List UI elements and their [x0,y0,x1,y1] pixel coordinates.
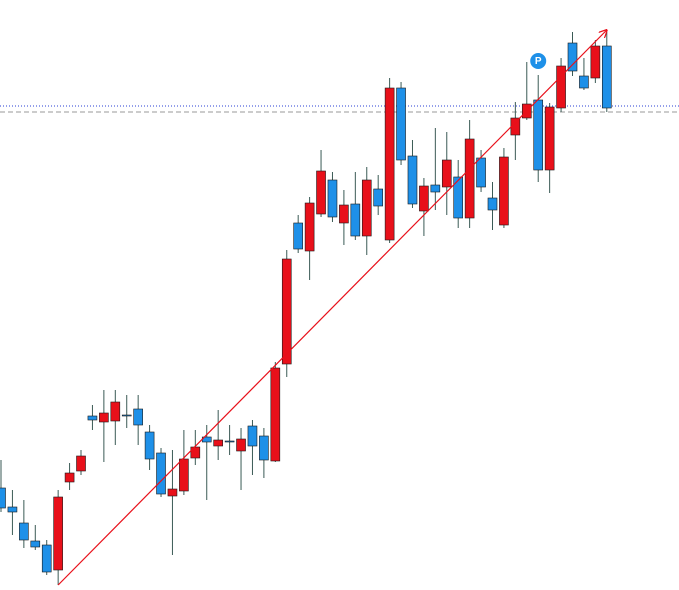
candle-body [99,412,109,423]
candle-body [30,540,41,548]
candle-body [476,157,486,188]
candle-body [247,425,258,447]
candle-body [556,65,566,109]
candle-body [499,156,509,226]
candle-body [121,414,132,417]
candle-body [396,87,406,161]
candle-body [304,202,315,252]
annotation-badge [530,53,547,69]
candle-body [419,185,429,212]
candle-body [133,408,143,426]
candle-body [144,431,155,460]
candle-body [464,138,475,219]
candle-body [76,455,86,472]
candle-body [361,179,372,237]
annotation-text: P [535,56,542,67]
candle-body [64,472,75,483]
candle-body [179,458,189,492]
trendline [57,30,607,586]
candle-body [373,188,383,207]
candle-body [544,106,555,171]
candle-body [7,506,18,513]
candle-body [316,170,326,215]
candle-body [224,440,235,443]
candle-body [590,45,601,79]
candle-body [430,184,441,193]
candle-body [156,452,166,495]
candle-body [259,435,269,461]
candle-body [87,415,98,421]
candle-body [533,99,544,171]
candle-body [567,42,578,72]
candle-body [579,75,589,89]
candle-body [0,487,6,509]
candle-body [53,496,63,571]
candle-body [236,438,246,452]
candle-body [384,87,395,241]
candle-body [487,197,498,211]
candle-body [293,222,303,250]
candle-body [41,544,52,573]
candle-body [441,159,452,188]
candle-body [327,179,338,218]
candle-body [167,488,178,497]
candle-body [407,155,418,205]
candle-body [213,439,223,447]
candle-body [453,176,464,219]
candle-body [350,203,361,237]
candle-body [110,401,121,422]
candle-body [339,204,349,224]
candle-body [19,522,29,541]
candle-body [281,258,292,365]
candle-body [601,45,612,109]
candle-body [270,367,281,462]
